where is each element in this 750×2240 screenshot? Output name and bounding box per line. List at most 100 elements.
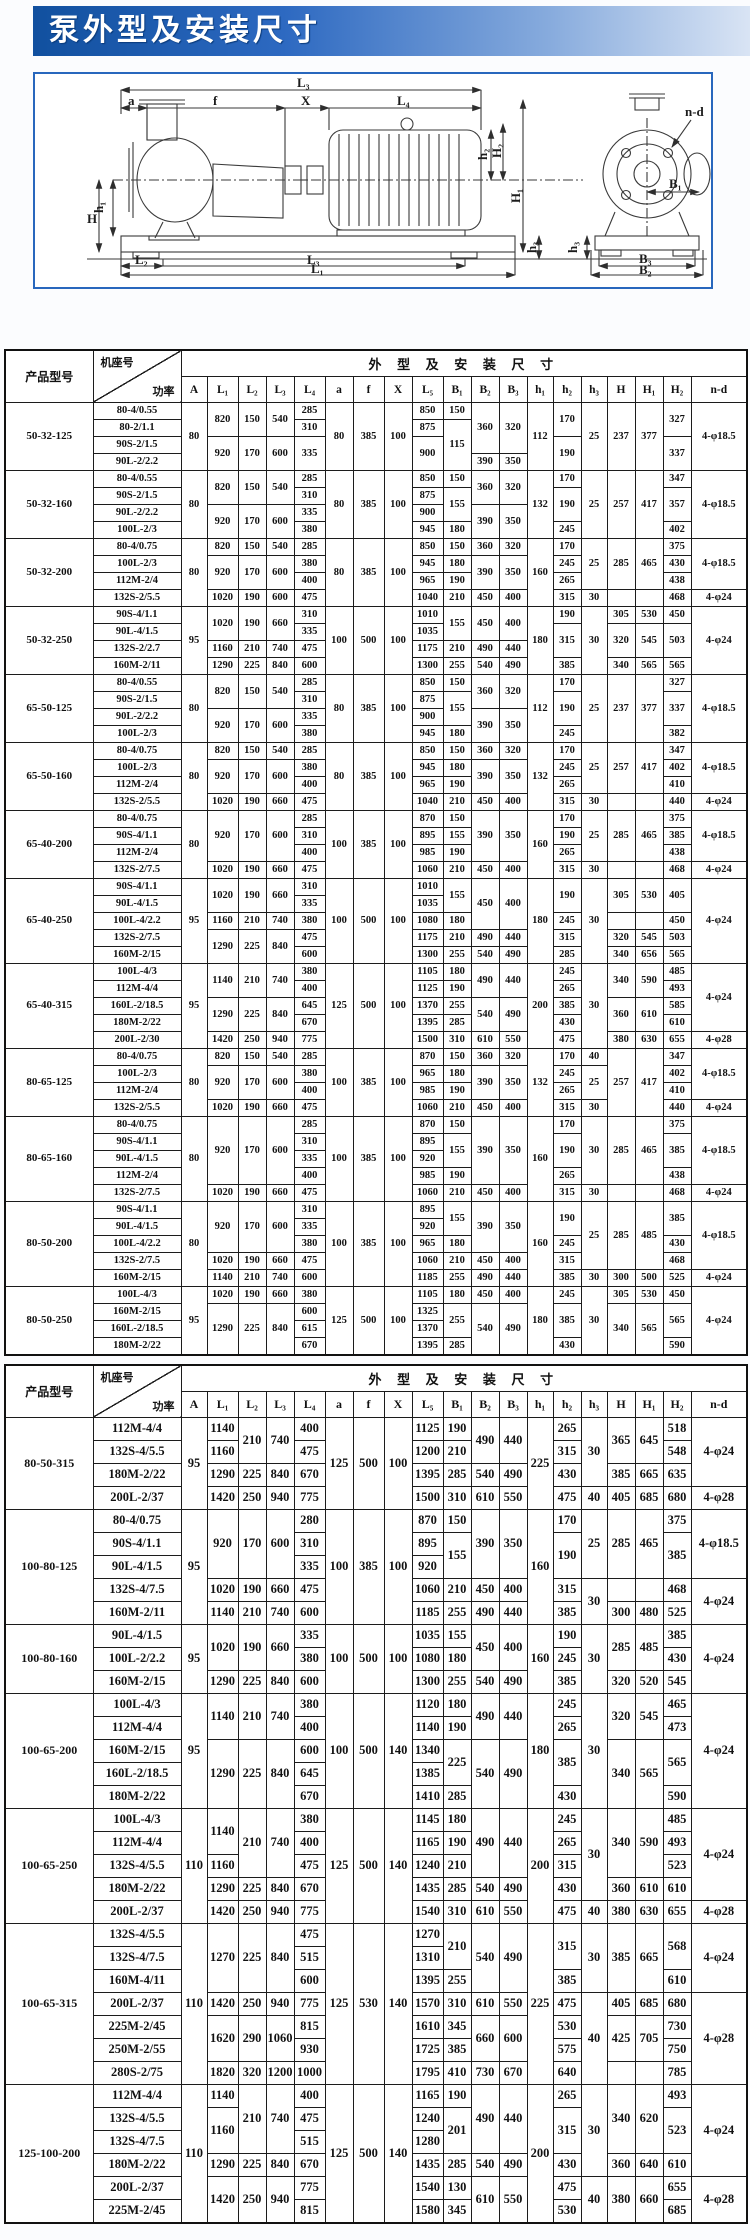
- dim-value-cell: 740: [265, 1601, 295, 1625]
- dim-value-cell: 600: [293, 1969, 326, 1993]
- dim-value-cell: 540: [470, 657, 500, 675]
- dim-value-cell: 940: [265, 1486, 295, 1510]
- dim-value-cell: 500: [352, 1286, 385, 1356]
- dim-value-cell: 465: [634, 810, 664, 862]
- dim-value-cell: 310: [293, 1133, 326, 1151]
- dim-value-cell: 225: [237, 1923, 267, 1993]
- dim-value-cell: 400: [293, 1831, 326, 1855]
- dim-value-cell: 590: [662, 1337, 692, 1356]
- dim-value-cell: 568: [662, 1923, 692, 1970]
- dim-value-cell: 400: [293, 844, 326, 862]
- dim-value-cell: 1570: [411, 1992, 444, 2016]
- dim-value-cell: 250: [237, 1900, 267, 1924]
- dim-value-cell: 1160: [206, 912, 239, 930]
- dim-value-cell: 1395: [411, 1337, 444, 1356]
- dim-value-cell: 310: [442, 1900, 472, 1924]
- col-header: h₁: [526, 1391, 554, 1418]
- dim-value-cell: 350: [498, 1509, 528, 1579]
- frame-power-cell: 90S-2/1.5: [92, 691, 182, 709]
- dim-value-cell: [606, 912, 636, 930]
- dim-value-cell: 4-φ18.5: [690, 742, 748, 794]
- dim-value-cell: 1290: [206, 1670, 239, 1694]
- dim-label-B3: B₃: [639, 251, 652, 266]
- frame-power-cell: 180M-2/22: [92, 1785, 182, 1809]
- dim-value-cell: 210: [237, 1269, 267, 1287]
- dim-value-cell: 840: [265, 1670, 295, 1694]
- dim-value-cell: 1200: [411, 1440, 444, 1464]
- dim-value-cell: 40: [580, 1992, 608, 2085]
- col-header: A: [180, 1391, 208, 1418]
- dim-value-cell: 1310: [411, 1946, 444, 1970]
- dim-value-cell: 610: [470, 1900, 500, 1924]
- dim-value-cell: 450: [662, 606, 692, 624]
- dim-value-cell: 475: [293, 1252, 326, 1270]
- dim-value-cell: 1580: [411, 2199, 444, 2224]
- dim-value-cell: 850: [411, 674, 444, 692]
- dim-value-cell: 250: [237, 1992, 267, 2016]
- dim-value-cell: 100: [324, 1048, 354, 1117]
- dim-value-cell: 545: [634, 1693, 664, 1740]
- dim-value-cell: 340: [606, 963, 636, 998]
- dim-value-cell: 30: [580, 1184, 608, 1202]
- dim-value-cell: 1040: [411, 589, 444, 607]
- dim-value-cell: 210: [237, 1601, 267, 1625]
- dim-value-cell: 610: [634, 1877, 664, 1901]
- dim-value-cell: 850: [411, 742, 444, 760]
- frame-power-cell: 180M-2/22: [92, 2153, 182, 2177]
- frame-power-cell: 90S-4/1.1: [92, 878, 182, 896]
- dim-value-cell: 485: [634, 1201, 664, 1270]
- dim-label-H2: H₂: [489, 144, 504, 158]
- dim-value-cell: 315: [552, 793, 582, 811]
- dim-value-cell: 380: [293, 1286, 326, 1304]
- dim-value-cell: 30: [580, 1808, 608, 1901]
- product-model: 100-80-160: [4, 1624, 94, 1694]
- dim-value-cell: 245: [552, 1235, 582, 1253]
- dim-value-cell: 385: [552, 1670, 582, 1694]
- dim-value-cell: 1395: [411, 1969, 444, 1993]
- frame-power-cell: 160M-2/15: [92, 1739, 182, 1763]
- dim-value-cell: 630: [634, 1900, 664, 1924]
- dim-value-cell: 660: [265, 861, 295, 879]
- dim-value-cell: 285: [442, 2153, 472, 2177]
- dim-value-cell: 515: [293, 2130, 326, 2154]
- dim-value-cell: 95: [180, 606, 208, 675]
- dim-value-cell: 320: [498, 742, 528, 760]
- dim-value-cell: 670: [498, 2061, 528, 2085]
- dim-value-cell: 450: [470, 861, 500, 879]
- dim-value-cell: 30: [580, 2084, 608, 2177]
- dim-value-cell: 465: [634, 538, 664, 590]
- dim-value-cell: 530: [552, 2015, 582, 2039]
- dim-value-cell: 190: [237, 861, 267, 879]
- dim-value-cell: 4-φ18.5: [690, 1048, 748, 1100]
- dim-value-cell: 360: [470, 402, 500, 454]
- dim-value-cell: 380: [293, 555, 326, 573]
- dim-value-cell: 1420: [206, 2176, 239, 2224]
- dim-value-cell: 340: [606, 1808, 636, 1878]
- dim-value-cell: 375: [662, 810, 692, 828]
- dim-value-cell: 1010: [411, 606, 444, 624]
- dim-value-cell: 315: [552, 1578, 582, 1602]
- dim-value-cell: 100: [324, 1693, 354, 1809]
- dim-value-cell: 1270: [411, 1923, 444, 1947]
- dim-value-cell: 390: [470, 810, 500, 862]
- dim-value-cell: 170: [237, 1509, 267, 1579]
- col-header: L₄: [293, 376, 326, 403]
- dim-value-cell: 40: [580, 1486, 608, 1510]
- dim-value-cell: 125: [324, 1417, 354, 1510]
- dim-value-cell: 1175: [411, 640, 444, 658]
- dim-value-cell: 1140: [206, 1417, 239, 1441]
- product-model: 125-100-200: [4, 2084, 94, 2224]
- dim-value-cell: 255: [442, 657, 472, 675]
- dim-value-cell: 490: [498, 997, 528, 1032]
- dim-value-cell: 132: [526, 1048, 554, 1117]
- dim-value-cell: 660: [265, 606, 295, 641]
- dim-value-cell: 255: [442, 1269, 472, 1287]
- dim-value-cell: 255: [442, 1969, 472, 1993]
- dim-value-cell: 377: [634, 402, 664, 471]
- dim-value-cell: 180: [526, 1286, 554, 1356]
- dim-value-cell: 347: [662, 470, 692, 488]
- dim-value-cell: 320: [498, 470, 528, 505]
- dim-value-cell: 450: [470, 1099, 500, 1117]
- product-model: 65-40-250: [4, 878, 94, 964]
- dim-value-cell: 670: [293, 1014, 326, 1032]
